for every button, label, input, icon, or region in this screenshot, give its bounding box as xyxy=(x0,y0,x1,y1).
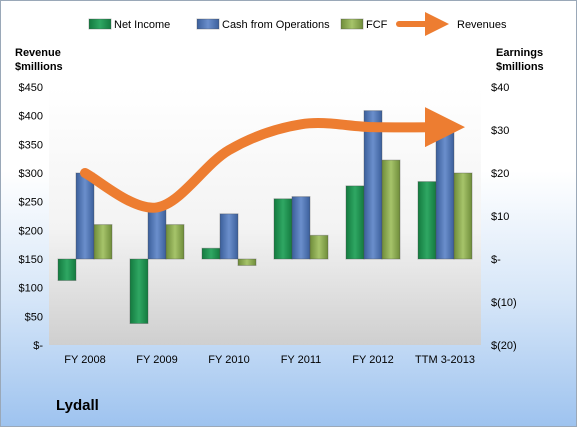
bar-series xyxy=(57,110,473,324)
left-tick-label: $300 xyxy=(19,168,43,180)
left-tick-label: $50 xyxy=(25,311,43,323)
bar-cash-from-operations-1 xyxy=(147,204,167,260)
left-tick-label: $100 xyxy=(19,283,43,295)
bar-net-income-1 xyxy=(129,258,149,324)
left-axis-title: $millions xyxy=(15,61,63,73)
company-name: Lydall xyxy=(56,397,99,414)
category-axis: FY 2008 FY 2009 FY 2010 FY 2011 FY 2012 TTM 3… xyxy=(64,354,475,366)
legend-swatch-cash-from-operations xyxy=(196,18,220,30)
right-tick-label: $40 xyxy=(491,82,509,94)
left-tick-label: $150 xyxy=(19,254,43,266)
legend-swatch-fcf xyxy=(340,18,364,30)
bar-net-income-5 xyxy=(417,181,437,260)
left-tick-label: $350 xyxy=(19,139,43,151)
right-tick-label: $(20) xyxy=(491,340,517,352)
legend: Net Income Cash from Operations FCF Revenue… xyxy=(88,12,507,36)
legend-label-fcf: FCF xyxy=(366,19,388,31)
bar-cash-from-operations-2 xyxy=(219,213,239,260)
right-axis: $(20) $(10) $- $10 $20 $30 $40 xyxy=(491,82,517,352)
right-tick-label: $- xyxy=(491,254,501,266)
bar-fcf-2 xyxy=(237,258,257,266)
revenue-series xyxy=(80,107,465,213)
left-tick-label: $250 xyxy=(19,197,43,209)
bar-fcf-0 xyxy=(93,224,113,260)
category-label: TTM 3-2013 xyxy=(415,354,475,366)
bar-net-income-3 xyxy=(273,198,293,260)
bar-fcf-3 xyxy=(309,234,329,260)
bar-fcf-4 xyxy=(381,159,401,260)
legend-label-net-income: Net Income xyxy=(114,19,170,31)
bar-fcf-1 xyxy=(165,224,185,260)
category-label: FY 2009 xyxy=(136,354,177,366)
bar-fcf-5 xyxy=(453,172,473,260)
category-label: FY 2010 xyxy=(208,354,249,366)
right-axis-title: $millions xyxy=(496,61,544,73)
left-tick-label: $200 xyxy=(19,225,43,237)
right-tick-label: $30 xyxy=(491,125,509,137)
category-label: FY 2012 xyxy=(352,354,393,366)
bar-cash-from-operations-3 xyxy=(291,196,311,260)
left-axis-title: Revenue xyxy=(15,47,61,59)
bar-cash-from-operations-0 xyxy=(75,172,95,260)
legend-swatch-net-income xyxy=(88,18,112,30)
bar-net-income-0 xyxy=(57,258,77,281)
bar-net-income-2 xyxy=(201,247,221,260)
legend-label-revenues: Revenues xyxy=(457,19,507,31)
axis-titles: Revenue $millions Earnings $millions xyxy=(15,47,544,73)
category-label: FY 2008 xyxy=(64,354,105,366)
left-tick-label: $400 xyxy=(19,111,43,123)
revenues-line xyxy=(80,107,465,213)
category-label: FY 2011 xyxy=(281,354,322,366)
right-axis-title: Earnings xyxy=(496,47,543,59)
left-tick-label: $450 xyxy=(19,82,43,94)
right-tick-label: $20 xyxy=(491,168,509,180)
right-tick-label: $10 xyxy=(491,211,509,223)
right-tick-label: $(10) xyxy=(491,297,517,309)
left-tick-label: $- xyxy=(33,340,43,352)
bar-cash-from-operations-5 xyxy=(435,129,455,260)
bar-net-income-4 xyxy=(345,185,365,260)
legend-label-cash-from-operations: Cash from Operations xyxy=(222,19,330,31)
bar-cash-from-operations-4 xyxy=(363,110,383,260)
left-axis: $- $50 $100 $150 $200 $250 $300 $350 $400 $450 xyxy=(19,82,44,352)
